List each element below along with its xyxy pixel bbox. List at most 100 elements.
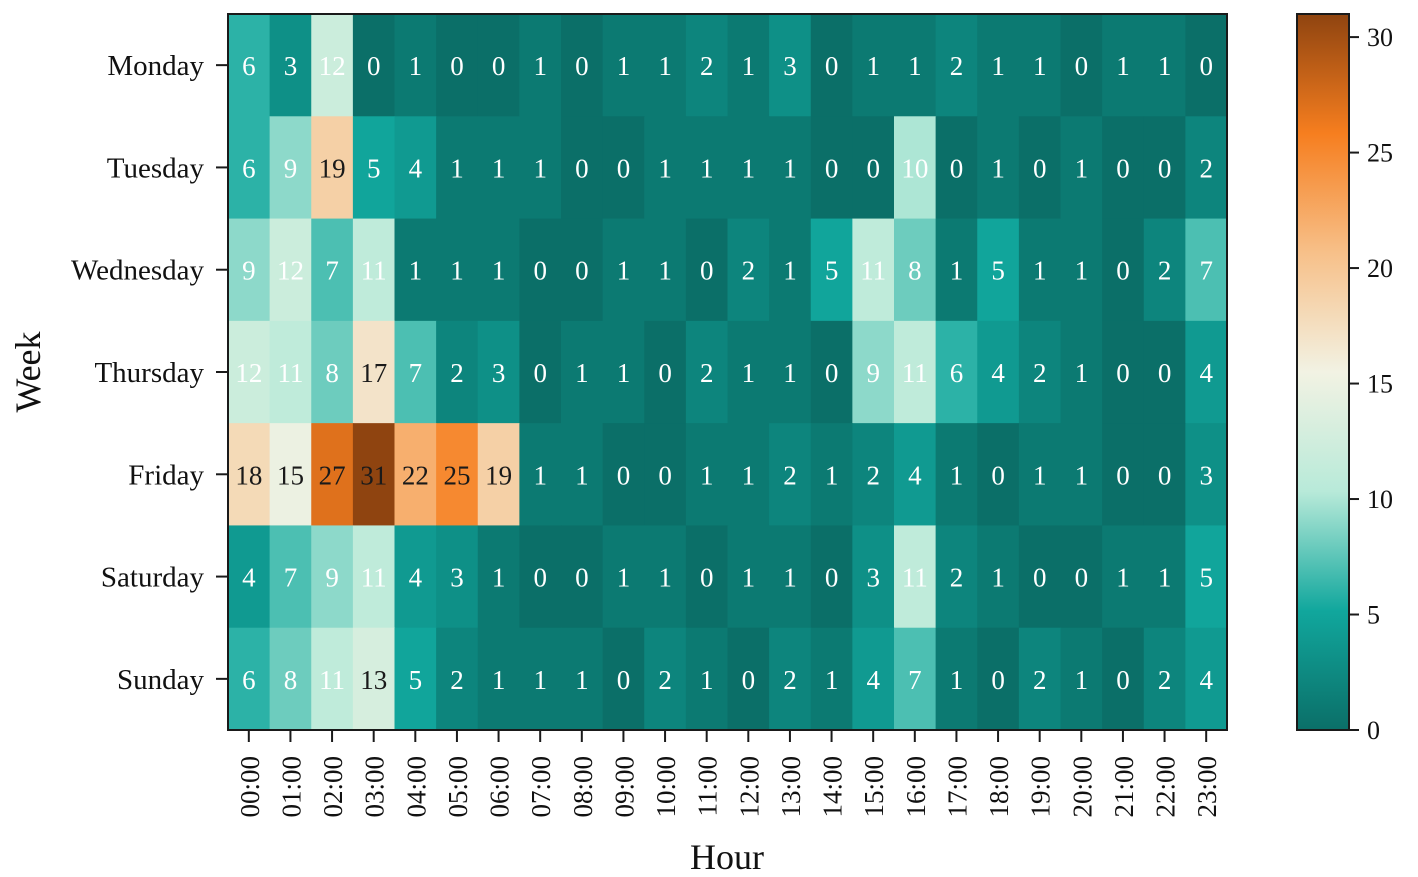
heatmap-cell (644, 116, 687, 220)
heatmap-cell (935, 423, 978, 527)
cell-value-label: 12 (319, 51, 346, 81)
heatmap-cell (311, 320, 354, 424)
heatmap-cell (561, 525, 604, 629)
heatmap-cell (894, 525, 937, 629)
x-tick-label: 06:00 (485, 756, 515, 818)
cell-value-label: 11 (361, 256, 387, 286)
x-tick-label: 05:00 (443, 756, 473, 818)
heatmap-cell (394, 423, 437, 527)
cell-value-label: 1 (1075, 358, 1089, 388)
cell-value-label: 9 (242, 256, 256, 286)
heatmap-cell (519, 320, 562, 424)
heatmap-cell (644, 525, 687, 629)
heatmap-cell (228, 116, 271, 220)
heatmap-cell (852, 627, 895, 731)
heatmap-cell (436, 116, 479, 220)
cell-value-label: 1 (492, 153, 506, 183)
colorbar-tick-label: 15 (1367, 370, 1393, 399)
cell-value-label: 10 (901, 153, 928, 183)
cell-value-label: 1 (950, 460, 964, 490)
cell-value-label: 1 (866, 51, 880, 81)
heatmap-cell (685, 320, 729, 424)
x-tick-label: 07:00 (526, 756, 556, 818)
heatmap-cell (852, 218, 895, 322)
cell-value-label: 1 (742, 460, 756, 490)
cell-value-label: 0 (575, 563, 589, 593)
heatmap-cell (852, 320, 895, 424)
cell-value-label: 0 (575, 51, 589, 81)
cell-value-label: 0 (1033, 153, 1047, 183)
heatmap-cell (727, 218, 770, 322)
heatmap-cell (477, 525, 520, 629)
heatmap-cell (894, 116, 937, 220)
heatmap-cell (228, 218, 271, 322)
colorbar-gradient (1297, 14, 1349, 730)
cell-value-label: 1 (1116, 563, 1130, 593)
heatmap-cell (394, 525, 437, 629)
cell-value-label: 1 (1033, 256, 1047, 286)
heatmap-cell (1185, 320, 1228, 424)
heatmap-cell (477, 423, 520, 527)
cell-value-label: 2 (742, 256, 756, 286)
x-tick-label: 13:00 (776, 756, 806, 818)
heatmap-cell (1143, 627, 1186, 731)
heatmap-cells (228, 14, 1228, 731)
heatmap-cell (311, 525, 354, 629)
cell-value-label: 1 (742, 51, 756, 81)
cell-value-label: 0 (1116, 153, 1130, 183)
heatmap-cell (894, 423, 937, 527)
heatmap-cell (810, 218, 853, 322)
heatmap-cell (269, 14, 312, 117)
heatmap-cell (1018, 14, 1062, 117)
colorbar-tick-label: 10 (1367, 485, 1393, 514)
heatmap-cell (685, 14, 729, 117)
x-tick-label: 03:00 (360, 756, 390, 818)
cell-value-label: 0 (658, 460, 672, 490)
heatmap-cell (1102, 14, 1145, 117)
cell-value-label: 9 (866, 358, 880, 388)
heatmap-cell (1018, 116, 1062, 220)
cell-value-label: 25 (443, 460, 470, 490)
cell-value-label: 2 (1158, 665, 1172, 695)
heatmap-cell (519, 627, 562, 731)
heatmap-cell (810, 525, 853, 629)
heatmap-cell (602, 525, 645, 629)
cell-value-label: 8 (284, 665, 298, 695)
colorbar-frame (1296, 13, 1350, 731)
cell-value-label: 4 (242, 563, 256, 593)
heatmap-cell (727, 423, 770, 527)
colorbar: 0 5 10 15 20 25 30 (1296, 13, 1393, 745)
heatmap-cell (477, 116, 520, 220)
cell-value-label: 4 (1199, 665, 1213, 695)
cell-value-label: 1 (1116, 51, 1130, 81)
cell-value-label: 0 (1116, 665, 1130, 695)
cell-value-label: 0 (991, 665, 1005, 695)
colorbar-tick-label: 5 (1367, 601, 1380, 630)
heatmap-cell (1060, 320, 1103, 424)
cell-value-label: 17 (360, 358, 387, 388)
heatmap-cell (977, 525, 1020, 629)
cell-value-label: 11 (319, 665, 345, 695)
heatmap-cell (935, 525, 978, 629)
cell-value-label: 1 (783, 256, 797, 286)
cell-value-label: 1 (1075, 665, 1089, 695)
heatmap-cell (1102, 525, 1145, 629)
heatmap-cell-labels: 6 3 12 0 1 0 0 1 0 1 1 2 1 3 0 1 1 2 1 1 0 1 1 06 9 19 5 4 1 1 1 0 0 1 1 1 1… (235, 51, 1213, 695)
cell-value-label: 0 (1158, 460, 1172, 490)
cell-value-label: 2 (450, 358, 464, 388)
cell-value-label: 4 (908, 460, 922, 490)
heatmap-cell (436, 525, 479, 629)
cell-value-label: 1 (1075, 153, 1089, 183)
cell-value-label: 1 (991, 153, 1005, 183)
y-tick-label: Friday (128, 459, 204, 491)
heatmap-cell (935, 320, 978, 424)
colorbar-tick-label: 30 (1367, 23, 1393, 52)
heatmap-cell (1018, 218, 1062, 322)
cell-value-label: 3 (1199, 460, 1213, 490)
y-tick-label: Monday (107, 50, 204, 82)
heatmap-cell (894, 14, 937, 117)
cell-value-label: 1 (783, 563, 797, 593)
cell-value-label: 1 (742, 563, 756, 593)
y-axis: Monday Tuesday Wednesday Thursday Friday Satu… (71, 50, 228, 696)
cell-value-label: 1 (825, 460, 839, 490)
